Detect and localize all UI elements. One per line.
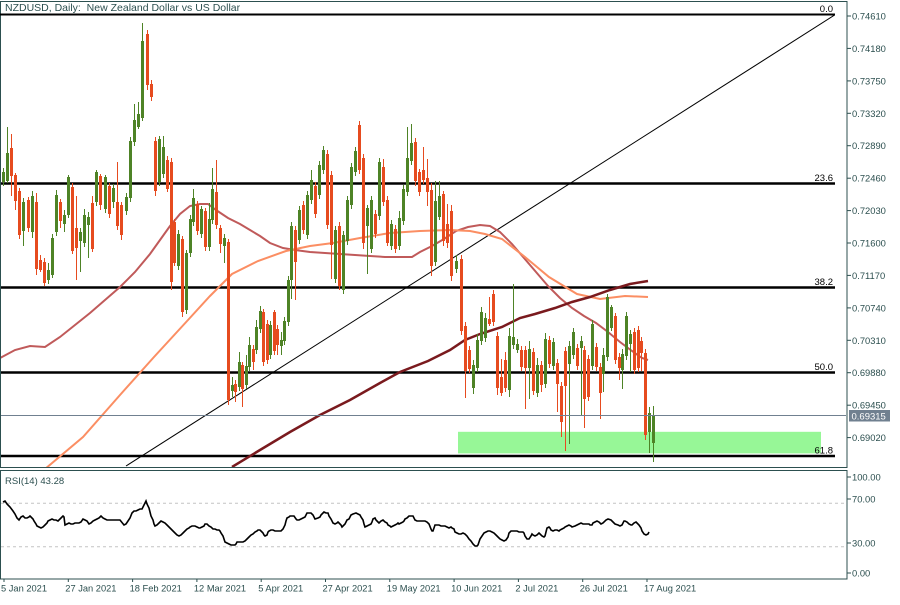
svg-text:70.00: 70.00 <box>852 494 875 505</box>
svg-text:0.72030: 0.72030 <box>852 205 886 216</box>
svg-text:17 Aug 2021: 17 Aug 2021 <box>644 584 696 594</box>
svg-text:38.2: 38.2 <box>815 277 834 288</box>
svg-text:0.74610: 0.74610 <box>852 11 886 22</box>
svg-text:0.72460: 0.72460 <box>852 173 886 184</box>
svg-text:23.6: 23.6 <box>815 173 834 184</box>
svg-text:5 Jan 2021: 5 Jan 2021 <box>1 584 47 594</box>
svg-text:0.72890: 0.72890 <box>852 140 886 151</box>
svg-text:61.8: 61.8 <box>815 446 834 457</box>
svg-text:0.69450: 0.69450 <box>852 400 886 411</box>
svg-text:0.73320: 0.73320 <box>852 108 886 119</box>
svg-text:0.71600: 0.71600 <box>852 238 886 249</box>
svg-text:0.70740: 0.70740 <box>852 302 886 313</box>
svg-text:30.00: 30.00 <box>852 538 875 549</box>
svg-text:100.00: 100.00 <box>852 472 881 483</box>
svg-text:27 Apr 2021: 27 Apr 2021 <box>323 584 373 594</box>
svg-text:0.69020: 0.69020 <box>852 432 886 443</box>
svg-text:0.70310: 0.70310 <box>852 335 886 346</box>
svg-text:26 Jul 2021: 26 Jul 2021 <box>580 584 628 594</box>
svg-text:27 Jan 2021: 27 Jan 2021 <box>65 584 116 594</box>
svg-text:10 Jun 2021: 10 Jun 2021 <box>451 584 502 594</box>
svg-text:0.69315: 0.69315 <box>852 411 886 422</box>
svg-text:RSI(14) 43.28: RSI(14) 43.28 <box>5 476 64 487</box>
svg-text:5 Apr 2021: 5 Apr 2021 <box>258 584 303 594</box>
svg-text:12 Mar 2021: 12 Mar 2021 <box>194 584 246 594</box>
svg-text:18 Feb 2021: 18 Feb 2021 <box>130 584 182 594</box>
svg-text:0.0: 0.0 <box>820 4 833 15</box>
svg-text:50.0: 50.0 <box>815 362 834 373</box>
svg-text:0.74180: 0.74180 <box>852 43 886 54</box>
svg-text:NZDUSD, Daily: New Zealand Do: NZDUSD, Daily: New Zealand Dollar vs US … <box>5 2 241 14</box>
svg-text:2 Jul 2021: 2 Jul 2021 <box>515 584 558 594</box>
svg-text:0.00: 0.00 <box>852 568 870 579</box>
svg-text:0.73750: 0.73750 <box>852 75 886 86</box>
svg-text:0.71170: 0.71170 <box>852 270 885 281</box>
svg-text:19 May 2021: 19 May 2021 <box>387 584 441 594</box>
svg-text:0.69880: 0.69880 <box>852 367 886 378</box>
